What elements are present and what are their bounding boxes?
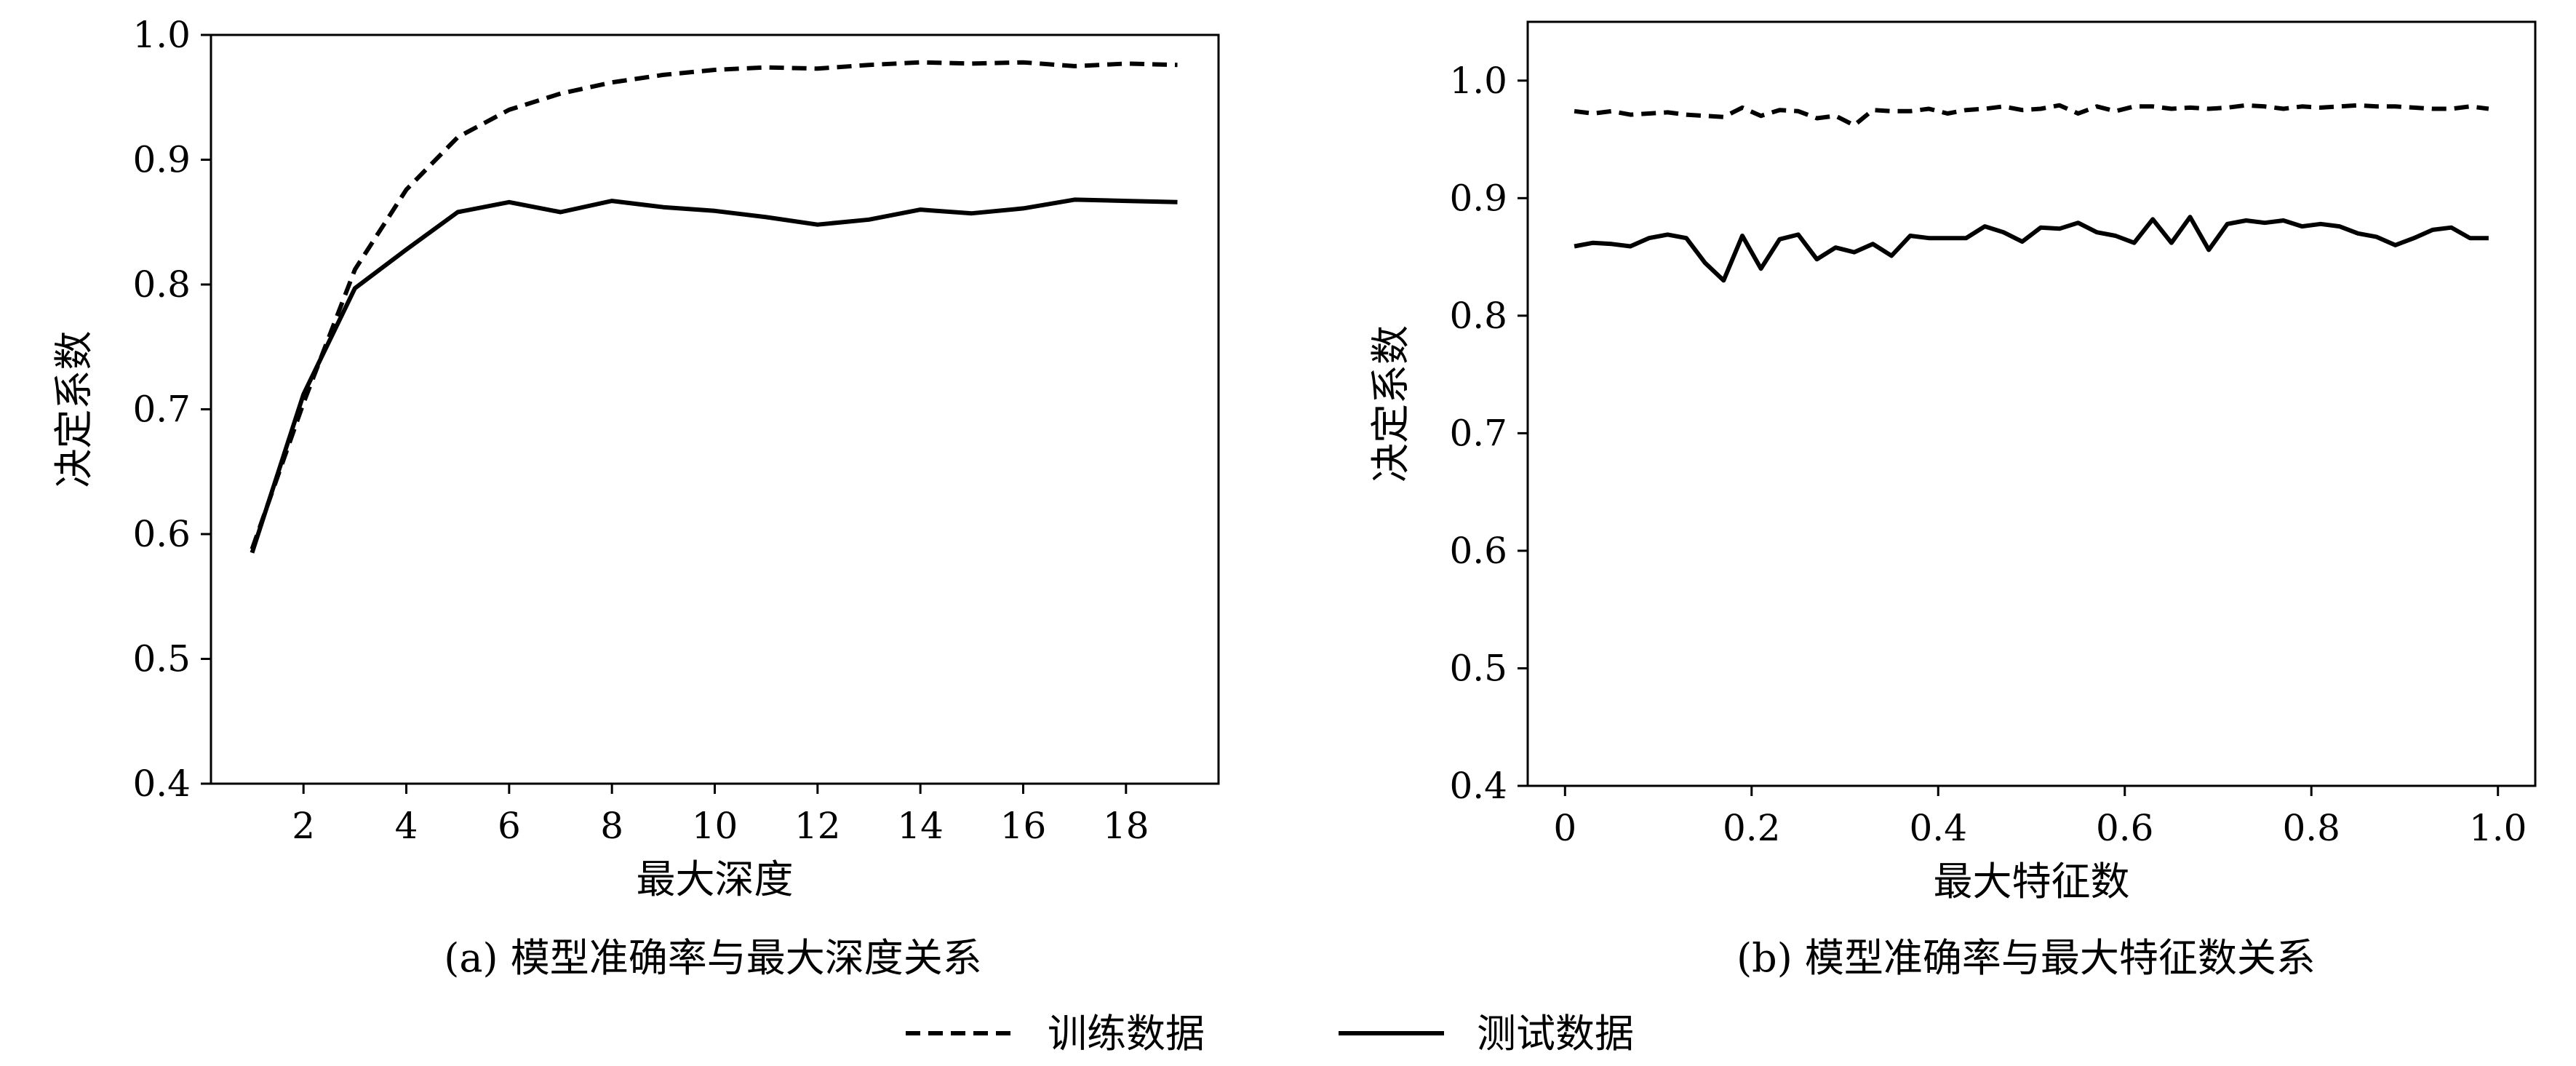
x-tick-label: 14 <box>897 805 944 847</box>
plot-frame <box>1526 20 2537 787</box>
x-tick-label: 1.0 <box>2469 807 2527 849</box>
y-tick-label: 0.5 <box>132 638 191 680</box>
x-tick-label: 8 <box>600 805 623 847</box>
legend-label-test: 测试数据 <box>1477 1011 1634 1057</box>
x-tick-label: 16 <box>1000 805 1047 847</box>
x-tick-label: 6 <box>498 805 521 847</box>
legend-label-train: 训练数据 <box>1048 1011 1205 1057</box>
x-tick-label: 0.6 <box>2096 807 2154 849</box>
series-line-test <box>250 197 1178 554</box>
y-tick-label: 0.4 <box>1449 765 1507 807</box>
caption-b: (b) 模型准确率与最大特征数关系 <box>1736 935 2316 981</box>
x-axis-label: 最大特征数 <box>1934 859 2130 904</box>
y-tick-label: 0.8 <box>1449 295 1507 337</box>
y-tick-label: 0.9 <box>1449 177 1507 219</box>
y-axis-label: 决定系数 <box>51 331 97 488</box>
y-axis-label: 决定系数 <box>1368 325 1413 482</box>
chart-b: 0 0.2 0.4 0.6 0.8 1.0 0.4 0.5 0.6 0.7 0.8 0.9 1.0 最大特… <box>1368 20 2537 904</box>
x-tick-label: 0.2 <box>1723 807 1781 849</box>
y-tick-label: 0.5 <box>1449 647 1507 689</box>
y-tick-label: 0.7 <box>1449 412 1507 454</box>
x-tick-label: 2 <box>292 805 315 847</box>
x-tick-label: 0 <box>1553 807 1576 849</box>
plot-frame <box>210 33 1220 785</box>
y-tick-label: 1.0 <box>1449 60 1507 102</box>
caption-a: (a) 模型准确率与最大深度关系 <box>444 935 982 981</box>
x-tick-label: 12 <box>794 805 841 847</box>
x-axis-label: 最大深度 <box>637 856 794 902</box>
y-tick-label: 0.4 <box>132 763 191 805</box>
y-tick-label: 0.6 <box>132 513 191 555</box>
x-tick-label: 4 <box>395 805 418 847</box>
x-tick-label: 0.8 <box>2282 807 2340 849</box>
legend: 训练数据 测试数据 <box>906 1011 1634 1057</box>
series-line-train <box>1574 103 2489 128</box>
y-tick-label: 0.8 <box>132 263 191 306</box>
y-tick-label: 0.7 <box>132 389 191 431</box>
x-tick-label: 0.4 <box>1909 807 1967 849</box>
series-line-test <box>1574 215 2489 283</box>
x-tick-label: 18 <box>1103 805 1149 847</box>
chart-a: 2 4 6 8 10 12 14 16 18 0.4 0.5 0.6 0.7 0.8 0.9 1.0 最大深度 决… <box>51 14 1220 902</box>
y-tick-label: 0.9 <box>132 139 191 181</box>
y-tick-label: 0.6 <box>1449 530 1507 572</box>
y-tick-label: 1.0 <box>132 14 191 56</box>
x-tick-label: 10 <box>692 805 738 847</box>
series-line-train <box>250 60 1178 550</box>
